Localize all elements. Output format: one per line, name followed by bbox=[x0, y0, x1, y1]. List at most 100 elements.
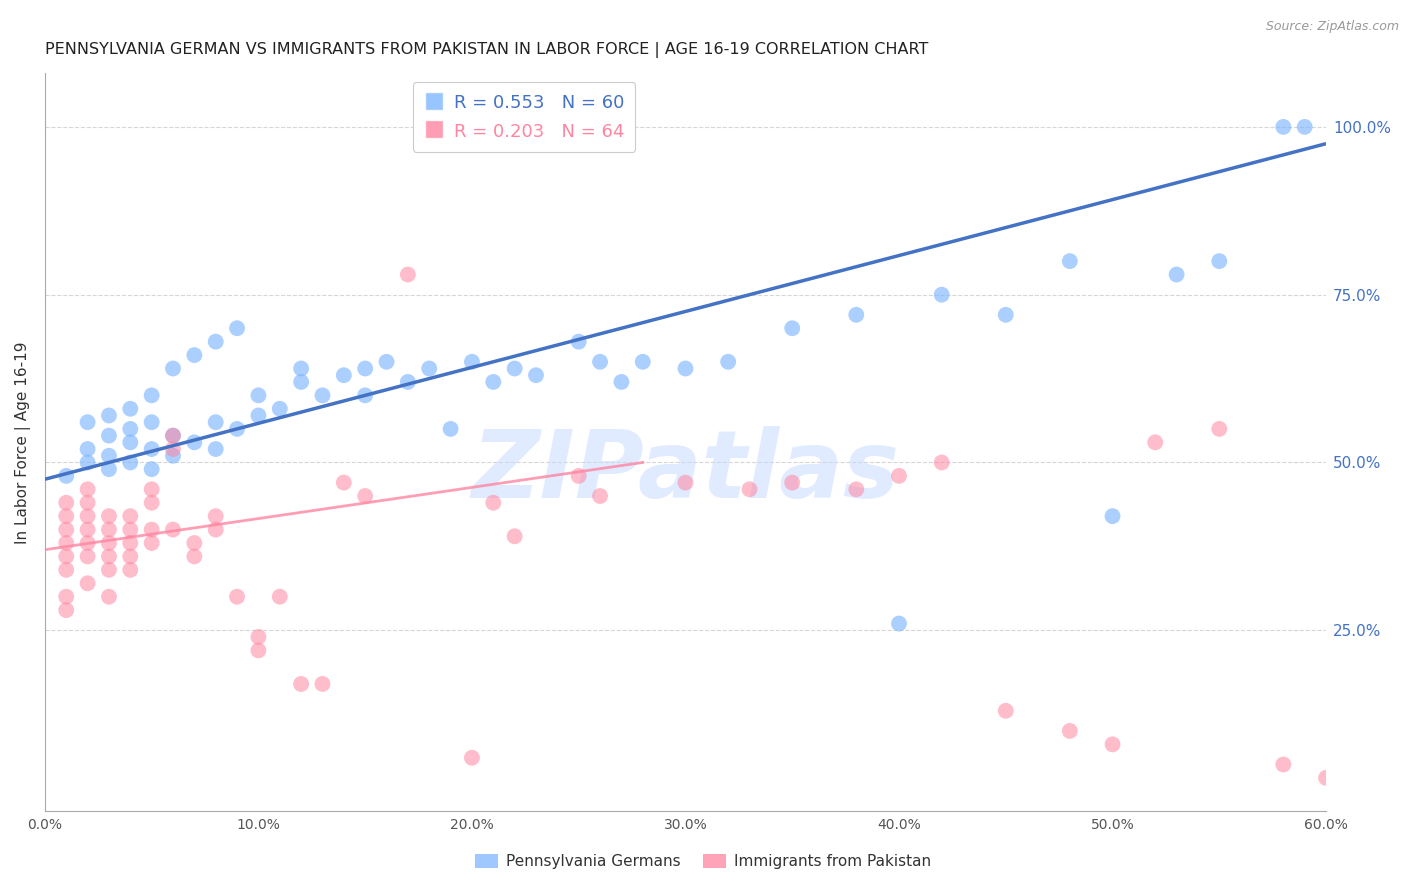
Point bbox=[141, 462, 163, 476]
Point bbox=[354, 361, 377, 376]
Point bbox=[76, 455, 98, 469]
Point bbox=[1166, 268, 1188, 282]
Point bbox=[55, 496, 77, 510]
Point bbox=[55, 469, 77, 483]
Point bbox=[354, 388, 377, 402]
Point bbox=[141, 536, 163, 550]
Point bbox=[97, 428, 120, 442]
Point bbox=[76, 496, 98, 510]
Point bbox=[55, 603, 77, 617]
Y-axis label: In Labor Force | Age 16-19: In Labor Force | Age 16-19 bbox=[15, 341, 31, 543]
Point bbox=[141, 415, 163, 429]
Point bbox=[524, 368, 547, 383]
Point bbox=[141, 483, 163, 497]
Point bbox=[183, 549, 205, 564]
Point bbox=[290, 375, 312, 389]
Point bbox=[418, 361, 440, 376]
Point bbox=[141, 442, 163, 456]
Point bbox=[120, 563, 142, 577]
Point bbox=[931, 455, 953, 469]
Point bbox=[396, 268, 419, 282]
Point bbox=[76, 442, 98, 456]
Point bbox=[204, 334, 226, 349]
Point bbox=[780, 475, 803, 490]
Point bbox=[226, 321, 249, 335]
Point bbox=[610, 375, 633, 389]
Point bbox=[183, 348, 205, 362]
Point bbox=[269, 590, 291, 604]
Legend: Pennsylvania Germans, Immigrants from Pakistan: Pennsylvania Germans, Immigrants from Pa… bbox=[470, 848, 936, 875]
Point bbox=[1144, 435, 1167, 450]
Point bbox=[97, 590, 120, 604]
Point bbox=[55, 590, 77, 604]
Point bbox=[290, 361, 312, 376]
Point bbox=[226, 422, 249, 436]
Point bbox=[204, 523, 226, 537]
Point bbox=[76, 483, 98, 497]
Point bbox=[76, 509, 98, 524]
Point bbox=[120, 401, 142, 416]
Point bbox=[675, 475, 697, 490]
Point bbox=[141, 523, 163, 537]
Point bbox=[503, 361, 526, 376]
Point bbox=[120, 536, 142, 550]
Point bbox=[887, 616, 910, 631]
Point bbox=[461, 751, 484, 765]
Point bbox=[247, 409, 270, 423]
Point bbox=[162, 428, 184, 442]
Point bbox=[97, 563, 120, 577]
Point bbox=[994, 704, 1017, 718]
Point bbox=[931, 287, 953, 301]
Point bbox=[76, 576, 98, 591]
Point bbox=[76, 549, 98, 564]
Point bbox=[55, 563, 77, 577]
Point bbox=[97, 449, 120, 463]
Point bbox=[887, 469, 910, 483]
Point bbox=[120, 455, 142, 469]
Point bbox=[183, 435, 205, 450]
Point bbox=[845, 308, 868, 322]
Point bbox=[204, 415, 226, 429]
Point bbox=[1101, 737, 1123, 751]
Point bbox=[1315, 771, 1337, 785]
Point bbox=[461, 355, 484, 369]
Point bbox=[631, 355, 654, 369]
Point bbox=[845, 483, 868, 497]
Point bbox=[55, 536, 77, 550]
Point bbox=[120, 523, 142, 537]
Point bbox=[120, 549, 142, 564]
Point bbox=[97, 462, 120, 476]
Point bbox=[162, 442, 184, 456]
Point bbox=[120, 435, 142, 450]
Point bbox=[717, 355, 740, 369]
Point bbox=[269, 401, 291, 416]
Point bbox=[55, 549, 77, 564]
Text: Source: ZipAtlas.com: Source: ZipAtlas.com bbox=[1265, 20, 1399, 33]
Point bbox=[568, 334, 591, 349]
Point bbox=[375, 355, 398, 369]
Point bbox=[780, 321, 803, 335]
Point bbox=[97, 509, 120, 524]
Point bbox=[994, 308, 1017, 322]
Point bbox=[503, 529, 526, 543]
Point bbox=[97, 409, 120, 423]
Point bbox=[247, 388, 270, 402]
Point bbox=[1059, 723, 1081, 738]
Text: PENNSYLVANIA GERMAN VS IMMIGRANTS FROM PAKISTAN IN LABOR FORCE | AGE 16-19 CORRE: PENNSYLVANIA GERMAN VS IMMIGRANTS FROM P… bbox=[45, 42, 928, 58]
Point bbox=[162, 361, 184, 376]
Point bbox=[396, 375, 419, 389]
Point bbox=[55, 523, 77, 537]
Point bbox=[120, 509, 142, 524]
Point bbox=[183, 536, 205, 550]
Point bbox=[97, 549, 120, 564]
Point bbox=[354, 489, 377, 503]
Point bbox=[204, 442, 226, 456]
Point bbox=[1272, 120, 1295, 134]
Point bbox=[311, 677, 333, 691]
Point bbox=[141, 496, 163, 510]
Point bbox=[290, 677, 312, 691]
Point bbox=[76, 523, 98, 537]
Point bbox=[76, 536, 98, 550]
Point bbox=[1294, 120, 1316, 134]
Point bbox=[76, 415, 98, 429]
